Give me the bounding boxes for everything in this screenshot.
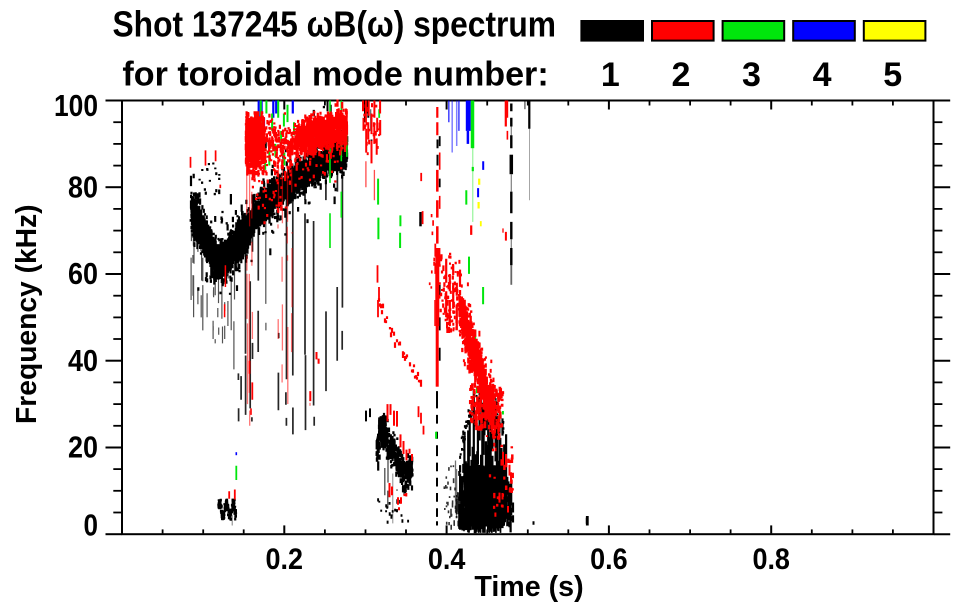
svg-text:0: 0: [84, 508, 99, 542]
svg-text:0.8: 0.8: [752, 543, 790, 576]
svg-text:0.2: 0.2: [266, 543, 304, 576]
svg-text:80: 80: [68, 171, 98, 205]
svg-text:60: 60: [68, 257, 98, 291]
svg-text:for toroidal mode number:: for toroidal mode number:: [122, 56, 548, 94]
svg-text:4: 4: [813, 56, 832, 94]
svg-text:1: 1: [601, 56, 620, 94]
svg-text:0.4: 0.4: [428, 543, 466, 576]
svg-text:20: 20: [68, 431, 98, 465]
svg-text:2: 2: [671, 56, 690, 94]
svg-text:Frequency (kHz): Frequency (kHz): [11, 204, 43, 424]
svg-text:0.6: 0.6: [590, 543, 628, 576]
svg-text:5: 5: [883, 56, 902, 94]
svg-text:Time (s): Time (s): [474, 571, 583, 603]
svg-text:100: 100: [54, 89, 98, 123]
svg-text:3: 3: [742, 56, 761, 94]
svg-text:40: 40: [68, 344, 98, 378]
svg-text:Shot 137245 ωB(ω) spectrum: Shot 137245 ωB(ω) spectrum: [113, 4, 557, 45]
